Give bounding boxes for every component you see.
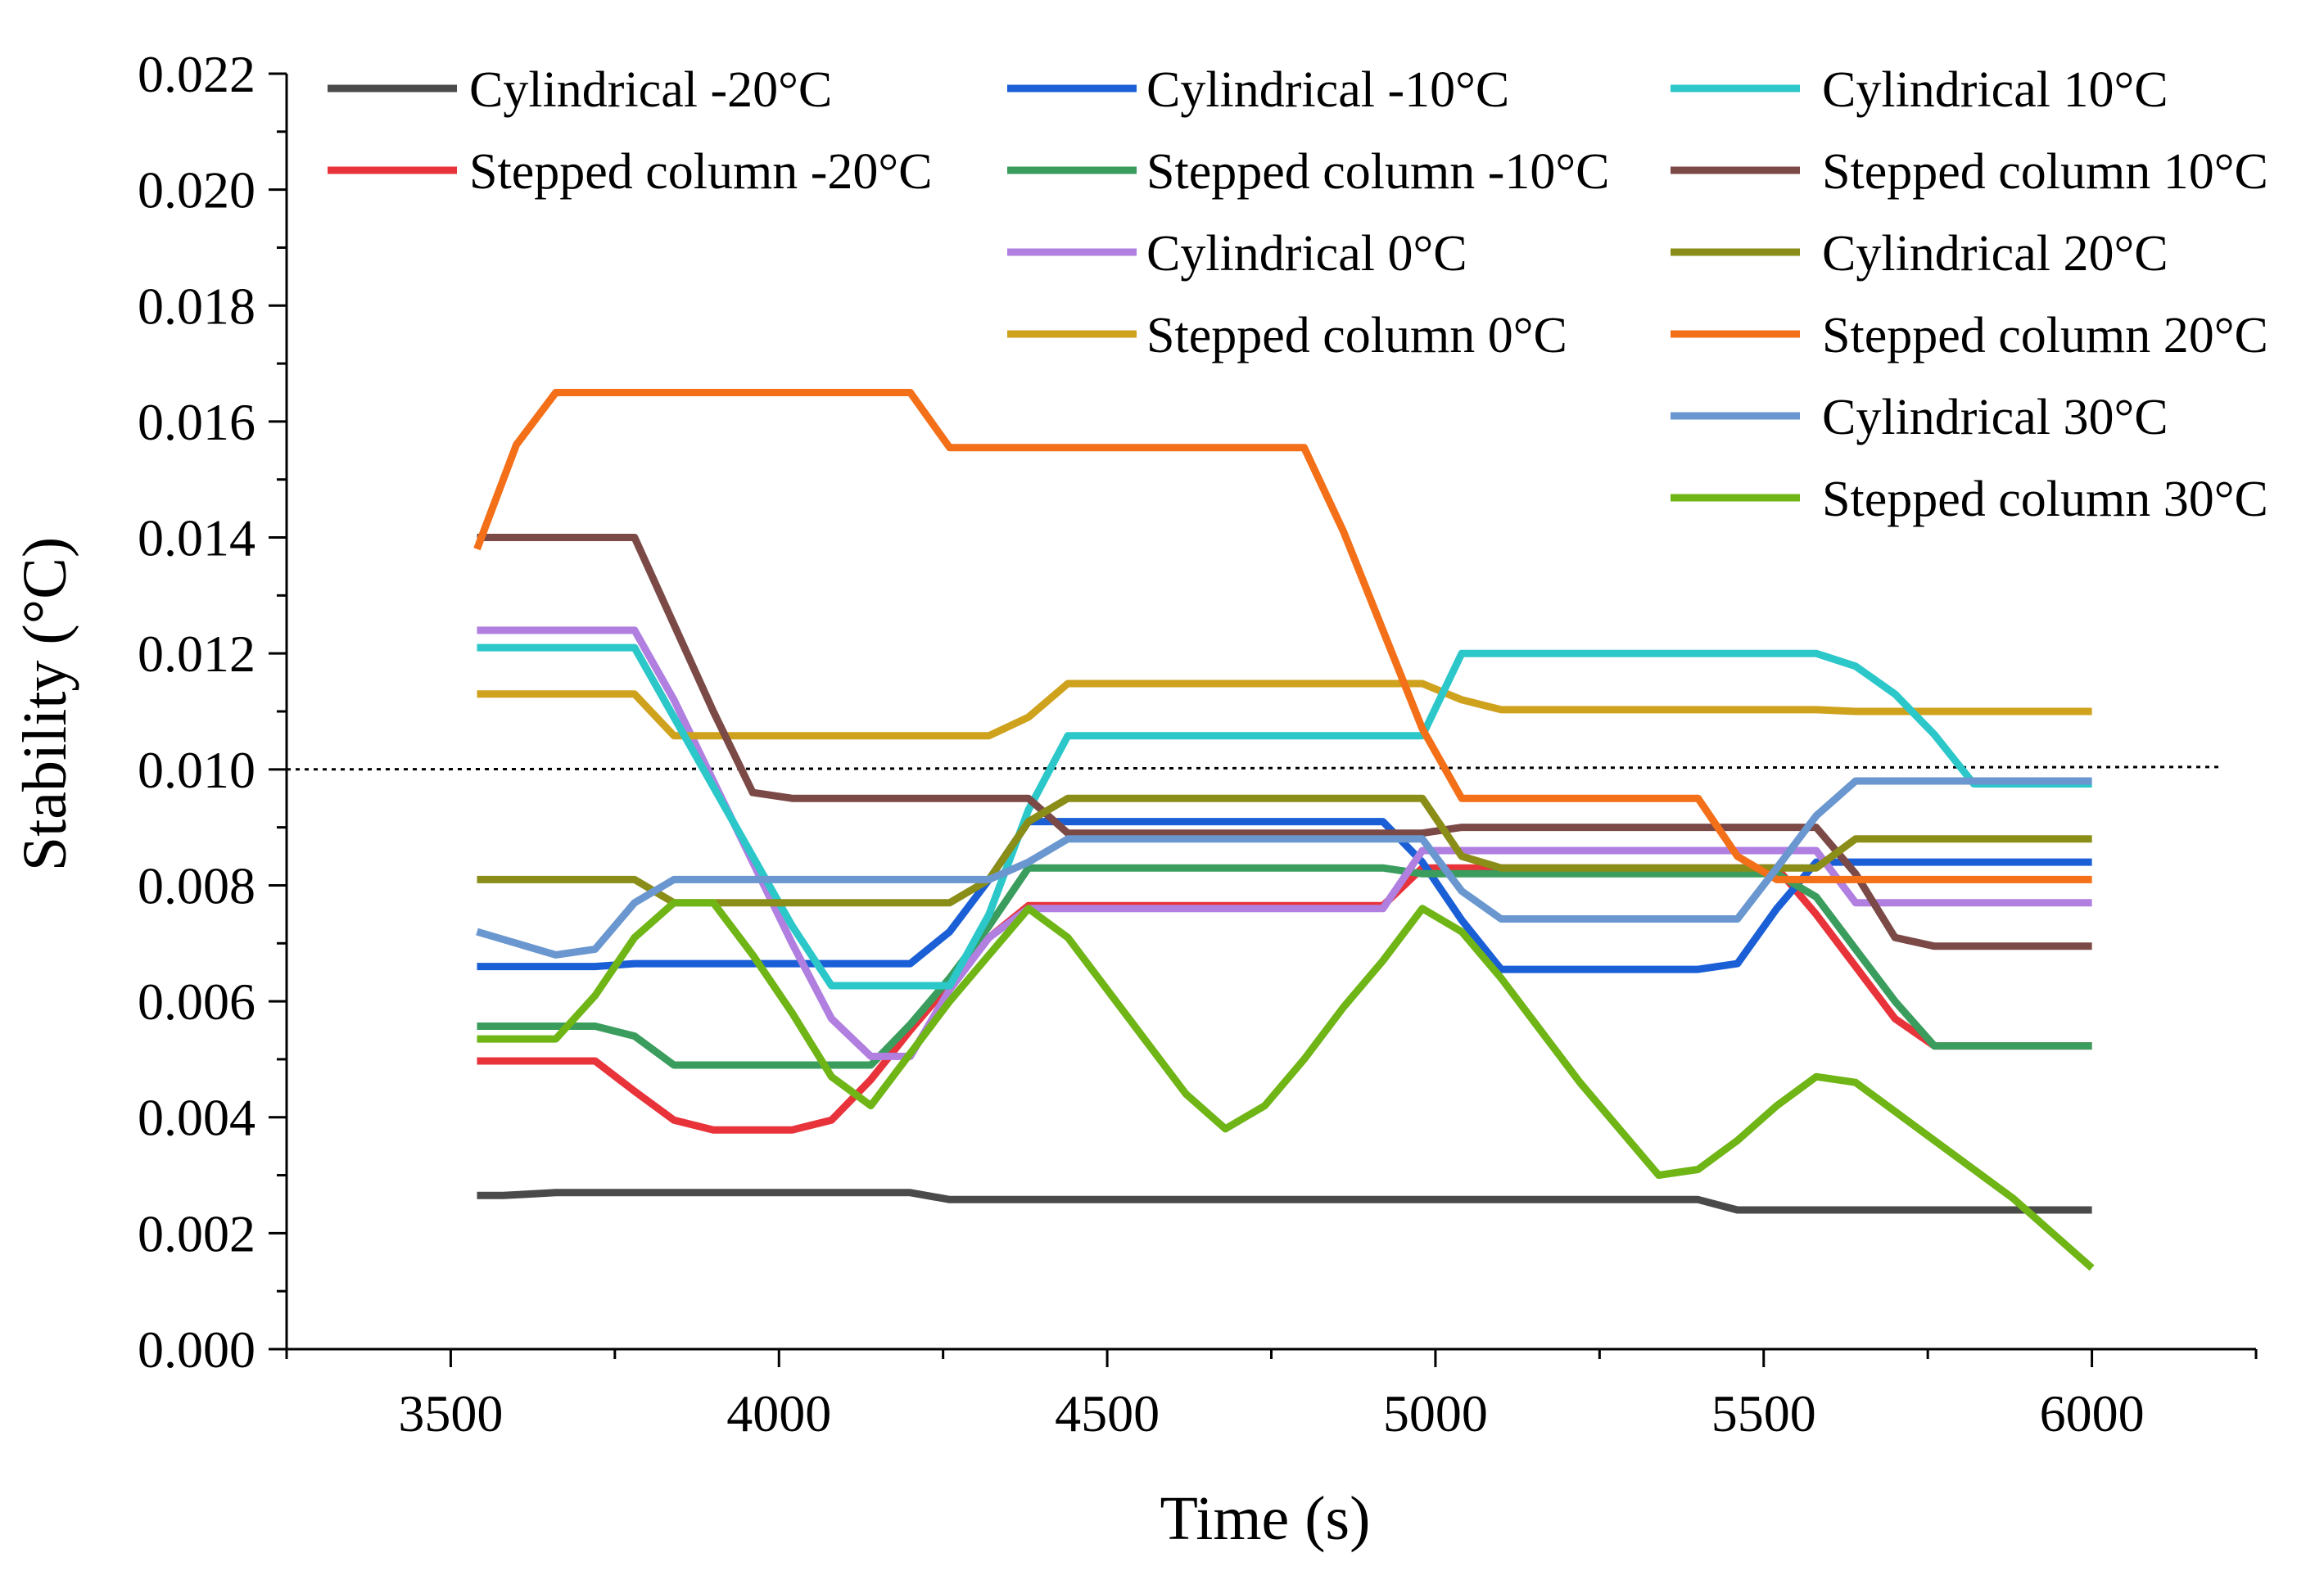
x-tick-label: 6000 [2040,1384,2145,1442]
series-line-6 [477,679,2092,740]
series-line-1 [477,1189,2092,1214]
legend-label: Cylindrical -20°C [469,62,832,118]
y-tick-label: 0.018 [138,277,255,335]
series-layer [473,389,2095,1271]
x-tick-label: 3500 [398,1384,503,1442]
y-tick-label: 0.006 [138,973,255,1031]
y-tick-label: 0.010 [138,741,255,799]
legend-label: Stepped column -10°C [1146,144,1610,200]
y-axis-title: Stability (°C) [11,537,79,871]
axes: 0.000 0.002 0.004 0.006 0.008 0.010 0.012 0.014… [138,45,2258,1442]
legend-label: Stepped column 0°C [1146,308,1567,363]
reference-line-0.010 [286,765,2223,771]
y-tick-label: 0.012 [138,625,255,683]
y-tick-label: 0.004 [138,1089,255,1147]
x-tick-label: 4000 [726,1384,831,1442]
legend-label: Cylindrical 0°C [1146,226,1467,282]
y-tick-label: 0.016 [138,393,255,451]
y-tick-label: 0.002 [138,1204,255,1262]
y-tick-label: 0.014 [138,509,255,567]
legend-label: Cylindrical 10°C [1822,62,2168,118]
series-line-10 [473,389,2092,883]
x-tick-label: 5500 [1711,1384,1816,1442]
y-tick-label: 0.000 [138,1320,255,1379]
y-tick-label: 0.022 [138,45,255,103]
series-line-4 [477,864,2092,1069]
legend-label: Stepped column -20°C [469,144,933,200]
legend-label: Stepped column 10°C [1822,144,2268,200]
x-axis-title: Time (s) [1160,1484,1371,1553]
series-line-9 [477,794,2092,907]
legend-label: Stepped column 20°C [1822,308,2268,363]
legend-label: Stepped column 30°C [1822,472,2268,527]
y-tick-label: 0.008 [138,856,255,914]
y-tick-label: 0.020 [138,161,255,219]
reference-line-layer [286,765,2223,771]
legend-label: Cylindrical -10°C [1146,62,1509,118]
series-line-11 [476,777,2092,959]
series-line-8 [477,534,2092,950]
series-line-7 [477,643,2092,990]
legend: Cylindrical -20°C Stepped column -20°C Cyl… [328,62,2268,527]
legend-label: Cylindrical 30°C [1822,390,2168,445]
x-tick-label: 4500 [1055,1384,1160,1442]
legend-label: Cylindrical 20°C [1822,226,2168,282]
x-tick-label: 5000 [1383,1384,1488,1442]
series-line-12 [477,899,2095,1271]
